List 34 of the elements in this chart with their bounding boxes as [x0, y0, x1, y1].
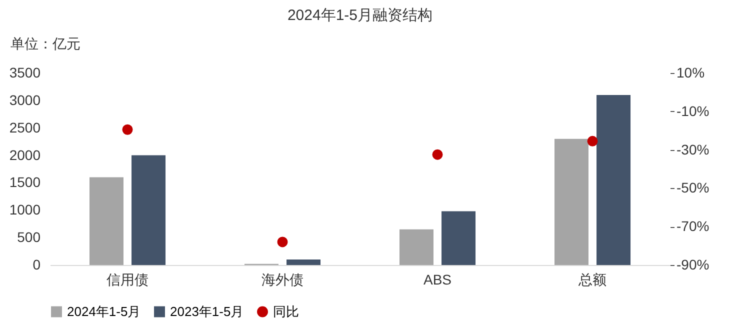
point [432, 149, 443, 160]
point [277, 236, 288, 248]
bar [596, 94, 631, 265]
point [587, 136, 598, 146]
bar [554, 138, 588, 265]
y2-tick-label: -70% [676, 218, 710, 234]
legend-label: 2024年1-5月 [67, 304, 141, 319]
y2-tick-label: -10% [676, 102, 710, 119]
bar [399, 229, 434, 265]
x-tick-label: 海外债 [262, 272, 304, 288]
legend-label: 2023年1-5月 [170, 304, 244, 319]
y-tick-label: 2000 [9, 146, 41, 163]
y-tick-label: 1500 [9, 174, 41, 190]
chart-title: 2024年1-5月融资结构 [287, 7, 433, 24]
bar [89, 177, 124, 265]
legend-label: 同比 [273, 304, 299, 319]
y2-tick-label: 10% [676, 64, 705, 80]
y-tick-label: 500 [17, 229, 41, 246]
y-axis-title: 单位：亿元 [10, 36, 80, 52]
y-tick-label: 3000 [9, 92, 41, 108]
y-tick-label: 0 [32, 256, 41, 272]
y-tick-label: 3500 [9, 64, 41, 80]
bar [132, 155, 166, 265]
x-tick-label: 信用债 [106, 272, 148, 288]
y-tick-label: 1000 [9, 202, 41, 218]
x-tick-label: 总额 [578, 272, 606, 288]
y-tick-label: 2500 [9, 119, 41, 136]
x-tick-label: ABS [423, 272, 452, 288]
point [122, 124, 133, 135]
y2-tick-label: -50% [676, 180, 710, 196]
bar [286, 260, 321, 265]
y2-tick-label: -30% [676, 141, 710, 158]
bar [442, 211, 476, 265]
y2-tick-label: -90% [676, 256, 710, 272]
